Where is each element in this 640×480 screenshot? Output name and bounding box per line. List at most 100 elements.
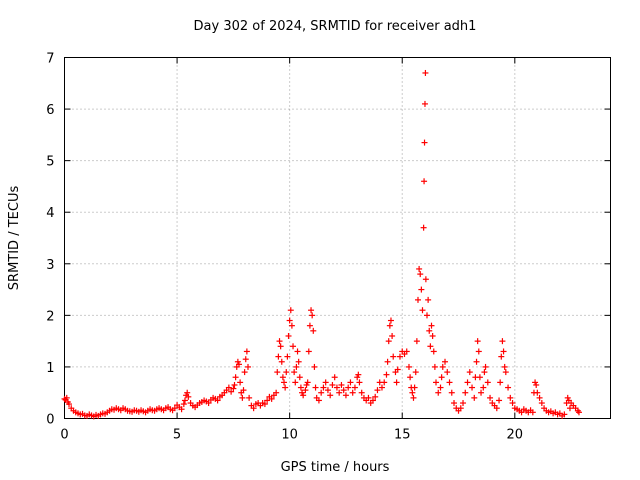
data-point bbox=[171, 405, 178, 412]
data-point bbox=[349, 389, 356, 396]
y-axis-label: SRMTID / TECUs bbox=[7, 186, 22, 291]
data-point bbox=[178, 406, 185, 413]
data-point bbox=[225, 384, 232, 391]
data-point bbox=[315, 397, 322, 404]
y-tick-label: 0 bbox=[46, 413, 54, 428]
data-point bbox=[279, 374, 286, 381]
data-point bbox=[228, 388, 235, 395]
data-point bbox=[356, 379, 363, 386]
data-point bbox=[214, 397, 221, 404]
data-point bbox=[275, 353, 282, 360]
x-tick-label: 10 bbox=[281, 428, 298, 443]
data-point bbox=[320, 384, 327, 391]
data-point bbox=[340, 387, 347, 394]
data-point bbox=[481, 369, 488, 376]
x-tick-label: 15 bbox=[394, 428, 411, 443]
data-point bbox=[345, 384, 352, 391]
data-point bbox=[309, 312, 316, 319]
data-point bbox=[505, 384, 512, 391]
data-point bbox=[421, 100, 428, 107]
data-point bbox=[536, 394, 543, 401]
x-tick-label: 20 bbox=[507, 428, 524, 443]
x-tick-label: 0 bbox=[60, 428, 68, 443]
data-point bbox=[287, 307, 294, 314]
data-point bbox=[235, 361, 242, 368]
data-point bbox=[333, 384, 340, 391]
data-point bbox=[242, 356, 249, 363]
data-point bbox=[324, 387, 331, 394]
data-point bbox=[427, 343, 434, 350]
data-point bbox=[239, 394, 246, 401]
data-point bbox=[420, 224, 427, 231]
data-point bbox=[509, 400, 516, 407]
data-point bbox=[475, 348, 482, 355]
data-point bbox=[342, 392, 349, 399]
data-point bbox=[231, 381, 238, 388]
data-point bbox=[383, 371, 390, 378]
data-point bbox=[331, 374, 338, 381]
data-point bbox=[496, 397, 503, 404]
data-point bbox=[310, 327, 317, 334]
data-point bbox=[205, 400, 212, 407]
data-point bbox=[308, 307, 315, 314]
data-point bbox=[261, 401, 268, 408]
data-point bbox=[278, 358, 285, 365]
data-point bbox=[498, 353, 505, 360]
data-point bbox=[410, 394, 417, 401]
data-point bbox=[409, 389, 416, 396]
data-point bbox=[274, 369, 281, 376]
data-point bbox=[181, 397, 188, 404]
data-point bbox=[292, 379, 299, 386]
data-point bbox=[185, 393, 192, 400]
data-point bbox=[480, 384, 487, 391]
data-point bbox=[237, 379, 244, 386]
data-point bbox=[281, 379, 288, 386]
data-point bbox=[293, 363, 300, 370]
data-point bbox=[276, 338, 283, 345]
chart-title: Day 302 of 2024, SRMTID for receiver adh… bbox=[194, 19, 477, 34]
data-point bbox=[473, 358, 480, 365]
data-point bbox=[437, 384, 444, 391]
data-point bbox=[421, 139, 428, 146]
data-point bbox=[390, 353, 397, 360]
data-point bbox=[413, 338, 420, 345]
data-point bbox=[471, 394, 478, 401]
data-point bbox=[430, 348, 437, 355]
data-point bbox=[462, 389, 469, 396]
data-point bbox=[277, 343, 284, 350]
data-point bbox=[66, 401, 73, 408]
data-series-srmtid bbox=[61, 69, 582, 420]
data-point bbox=[500, 348, 507, 355]
data-point bbox=[466, 369, 473, 376]
data-point bbox=[538, 400, 545, 407]
data-point bbox=[411, 384, 418, 391]
data-point bbox=[487, 394, 494, 401]
data-point bbox=[439, 363, 446, 370]
data-point bbox=[405, 363, 412, 370]
data-point bbox=[246, 394, 253, 401]
data-point bbox=[297, 384, 304, 391]
data-point bbox=[484, 379, 491, 386]
data-point bbox=[378, 384, 385, 391]
data-point bbox=[250, 405, 257, 412]
data-point bbox=[294, 348, 301, 355]
data-point bbox=[426, 327, 433, 334]
data-point bbox=[417, 271, 424, 278]
data-point bbox=[403, 348, 410, 355]
data-point bbox=[372, 393, 379, 400]
data-point bbox=[435, 389, 442, 396]
data-point bbox=[369, 397, 376, 404]
data-point bbox=[240, 387, 247, 394]
y-tick-label: 4 bbox=[46, 206, 54, 221]
data-point bbox=[329, 381, 336, 388]
y-tick-label: 5 bbox=[46, 155, 54, 170]
data-point bbox=[518, 409, 525, 416]
data-point bbox=[358, 389, 365, 396]
data-point bbox=[347, 379, 354, 386]
data-point bbox=[566, 405, 573, 412]
data-point bbox=[284, 353, 291, 360]
data-point bbox=[268, 395, 275, 402]
data-point bbox=[296, 374, 303, 381]
data-point bbox=[451, 400, 458, 407]
data-point bbox=[412, 369, 419, 376]
